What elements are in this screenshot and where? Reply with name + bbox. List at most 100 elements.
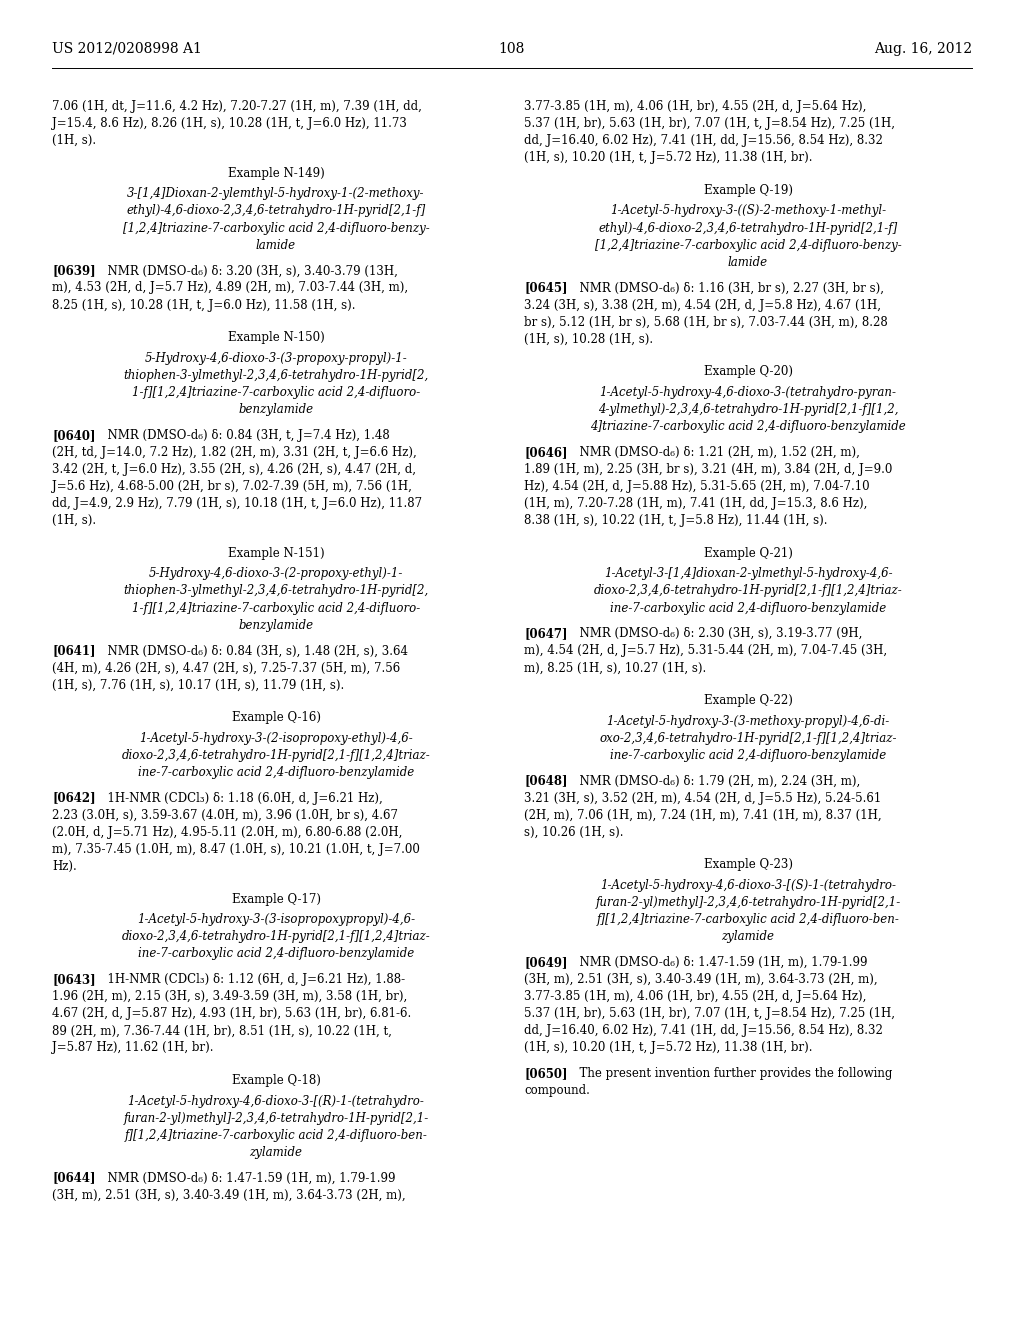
Text: [0644]: [0644] [52,1172,95,1184]
Text: 1-Acetyl-5-hydroxy-3-(3-methoxy-propyl)-4,6-di-: 1-Acetyl-5-hydroxy-3-(3-methoxy-propyl)-… [606,714,890,727]
Text: dd, J=16.40, 6.02 Hz), 7.41 (1H, dd, J=15.56, 8.54 Hz), 8.32: dd, J=16.40, 6.02 Hz), 7.41 (1H, dd, J=1… [524,135,883,148]
Text: m), 4.53 (2H, d, J=5.7 Hz), 4.89 (2H, m), 7.03-7.44 (3H, m),: m), 4.53 (2H, d, J=5.7 Hz), 4.89 (2H, m)… [52,281,409,294]
Text: 1-f][1,2,4]triazine-7-carboxylic acid 2,4-difluoro-: 1-f][1,2,4]triazine-7-carboxylic acid 2,… [132,602,420,615]
Text: dioxo-2,3,4,6-tetrahydro-1H-pyrid[2,1-f][1,2,4]triaz-: dioxo-2,3,4,6-tetrahydro-1H-pyrid[2,1-f]… [594,585,902,598]
Text: 8.25 (1H, s), 10.28 (1H, t, J=6.0 Hz), 11.58 (1H, s).: 8.25 (1H, s), 10.28 (1H, t, J=6.0 Hz), 1… [52,298,355,312]
Text: NMR (DMSO-d₆) δ: 1.21 (2H, m), 1.52 (2H, m),: NMR (DMSO-d₆) δ: 1.21 (2H, m), 1.52 (2H,… [572,446,860,459]
Text: (2H, td, J=14.0, 7.2 Hz), 1.82 (2H, m), 3.31 (2H, t, J=6.6 Hz),: (2H, td, J=14.0, 7.2 Hz), 1.82 (2H, m), … [52,446,417,459]
Text: ine-7-carboxylic acid 2,4-difluoro-benzylamide: ine-7-carboxylic acid 2,4-difluoro-benzy… [138,766,414,779]
Text: NMR (DMSO-d₆) δ: 2.30 (3H, s), 3.19-3.77 (9H,: NMR (DMSO-d₆) δ: 2.30 (3H, s), 3.19-3.77… [572,627,863,640]
Text: Hz), 4.54 (2H, d, J=5.88 Hz), 5.31-5.65 (2H, m), 7.04-7.10: Hz), 4.54 (2H, d, J=5.88 Hz), 5.31-5.65 … [524,480,869,494]
Text: 1H-NMR (CDCl₃) δ: 1.18 (6.0H, d, J=6.21 Hz),: 1H-NMR (CDCl₃) δ: 1.18 (6.0H, d, J=6.21 … [100,792,383,805]
Text: (1H, s), 7.76 (1H, s), 10.17 (1H, s), 11.79 (1H, s).: (1H, s), 7.76 (1H, s), 10.17 (1H, s), 11… [52,678,344,692]
Text: lamide: lamide [256,239,296,252]
Text: [1,2,4]triazine-7-carboxylic acid 2,4-difluoro-benzy-: [1,2,4]triazine-7-carboxylic acid 2,4-di… [595,239,901,252]
Text: 3-[1,4]Dioxan-2-ylemthyl-5-hydroxy-1-(2-methoxy-: 3-[1,4]Dioxan-2-ylemthyl-5-hydroxy-1-(2-… [127,187,425,201]
Text: NMR (DMSO-d₆) δ: 1.79 (2H, m), 2.24 (3H, m),: NMR (DMSO-d₆) δ: 1.79 (2H, m), 2.24 (3H,… [572,775,860,788]
Text: [0647]: [0647] [524,627,567,640]
Text: NMR (DMSO-d₆) δ: 0.84 (3H, s), 1.48 (2H, s), 3.64: NMR (DMSO-d₆) δ: 0.84 (3H, s), 1.48 (2H,… [100,644,409,657]
Text: ethyl)-4,6-dioxo-2,3,4,6-tetrahydro-1H-pyrid[2,1-f]: ethyl)-4,6-dioxo-2,3,4,6-tetrahydro-1H-p… [126,205,426,218]
Text: J=5.87 Hz), 11.62 (1H, br).: J=5.87 Hz), 11.62 (1H, br). [52,1041,213,1055]
Text: [0640]: [0640] [52,429,95,442]
Text: dd, J=16.40, 6.02 Hz), 7.41 (1H, dd, J=15.56, 8.54 Hz), 8.32: dd, J=16.40, 6.02 Hz), 7.41 (1H, dd, J=1… [524,1024,883,1038]
Text: 3.77-3.85 (1H, m), 4.06 (1H, br), 4.55 (2H, d, J=5.64 Hz),: 3.77-3.85 (1H, m), 4.06 (1H, br), 4.55 (… [524,990,866,1003]
Text: 1H-NMR (CDCl₃) δ: 1.12 (6H, d, J=6.21 Hz), 1.88-: 1H-NMR (CDCl₃) δ: 1.12 (6H, d, J=6.21 Hz… [100,973,406,986]
Text: [0641]: [0641] [52,644,95,657]
Text: US 2012/0208998 A1: US 2012/0208998 A1 [52,42,202,55]
Text: ine-7-carboxylic acid 2,4-difluoro-benzylamide: ine-7-carboxylic acid 2,4-difluoro-benzy… [610,748,886,762]
Text: furan-2-yl)methyl]-2,3,4,6-tetrahydro-1H-pyrid[2,1-: furan-2-yl)methyl]-2,3,4,6-tetrahydro-1H… [595,896,901,909]
Text: zylamide: zylamide [722,931,774,944]
Text: dd, J=4.9, 2.9 Hz), 7.79 (1H, s), 10.18 (1H, t, J=6.0 Hz), 11.87: dd, J=4.9, 2.9 Hz), 7.79 (1H, s), 10.18 … [52,498,422,510]
Text: NMR (DMSO-d₆) δ: 1.47-1.59 (1H, m), 1.79-1.99: NMR (DMSO-d₆) δ: 1.47-1.59 (1H, m), 1.79… [100,1172,396,1184]
Text: 1-Acetyl-3-[1,4]dioxan-2-ylmethyl-5-hydroxy-4,6-: 1-Acetyl-3-[1,4]dioxan-2-ylmethyl-5-hydr… [604,568,892,581]
Text: dioxo-2,3,4,6-tetrahydro-1H-pyrid[2,1-f][1,2,4]triaz-: dioxo-2,3,4,6-tetrahydro-1H-pyrid[2,1-f]… [122,931,430,944]
Text: (2H, m), 7.06 (1H, m), 7.24 (1H, m), 7.41 (1H, m), 8.37 (1H,: (2H, m), 7.06 (1H, m), 7.24 (1H, m), 7.4… [524,809,882,821]
Text: 4-ylmethyl)-2,3,4,6-tetrahydro-1H-pyrid[2,1-f][1,2,: 4-ylmethyl)-2,3,4,6-tetrahydro-1H-pyrid[… [598,403,898,416]
Text: oxo-2,3,4,6-tetrahydro-1H-pyrid[2,1-f][1,2,4]triaz-: oxo-2,3,4,6-tetrahydro-1H-pyrid[2,1-f][1… [599,731,897,744]
Text: (3H, m), 2.51 (3H, s), 3.40-3.49 (1H, m), 3.64-3.73 (2H, m),: (3H, m), 2.51 (3H, s), 3.40-3.49 (1H, m)… [524,973,878,986]
Text: ine-7-carboxylic acid 2,4-difluoro-benzylamide: ine-7-carboxylic acid 2,4-difluoro-benzy… [610,602,886,615]
Text: 3.24 (3H, s), 3.38 (2H, m), 4.54 (2H, d, J=5.8 Hz), 4.67 (1H,: 3.24 (3H, s), 3.38 (2H, m), 4.54 (2H, d,… [524,298,881,312]
Text: m), 4.54 (2H, d, J=5.7 Hz), 5.31-5.44 (2H, m), 7.04-7.45 (3H,: m), 4.54 (2H, d, J=5.7 Hz), 5.31-5.44 (2… [524,644,887,657]
Text: s), 10.26 (1H, s).: s), 10.26 (1H, s). [524,826,624,838]
Text: 5.37 (1H, br), 5.63 (1H, br), 7.07 (1H, t, J=8.54 Hz), 7.25 (1H,: 5.37 (1H, br), 5.63 (1H, br), 7.07 (1H, … [524,117,895,131]
Text: benzylamide: benzylamide [239,619,313,632]
Text: thiophen-3-ylmethyl-2,3,4,6-tetrahydro-1H-pyrid[2,: thiophen-3-ylmethyl-2,3,4,6-tetrahydro-1… [123,368,429,381]
Text: NMR (DMSO-d₆) δ: 3.20 (3H, s), 3.40-3.79 (13H,: NMR (DMSO-d₆) δ: 3.20 (3H, s), 3.40-3.79… [100,264,398,277]
Text: 1.89 (1H, m), 2.25 (3H, br s), 3.21 (4H, m), 3.84 (2H, d, J=9.0: 1.89 (1H, m), 2.25 (3H, br s), 3.21 (4H,… [524,463,892,477]
Text: [1,2,4]triazine-7-carboxylic acid 2,4-difluoro-benzy-: [1,2,4]triazine-7-carboxylic acid 2,4-di… [123,222,429,235]
Text: (2.0H, d, J=5.71 Hz), 4.95-5.11 (2.0H, m), 6.80-6.88 (2.0H,: (2.0H, d, J=5.71 Hz), 4.95-5.11 (2.0H, m… [52,826,402,838]
Text: (1H, s).: (1H, s). [52,135,96,148]
Text: [0639]: [0639] [52,264,95,277]
Text: (1H, m), 7.20-7.28 (1H, m), 7.41 (1H, dd, J=15.3, 8.6 Hz),: (1H, m), 7.20-7.28 (1H, m), 7.41 (1H, dd… [524,498,867,510]
Text: (1H, s), 10.28 (1H, s).: (1H, s), 10.28 (1H, s). [524,333,653,346]
Text: The present invention further provides the following: The present invention further provides t… [572,1067,893,1080]
Text: Aug. 16, 2012: Aug. 16, 2012 [873,42,972,55]
Text: [0648]: [0648] [524,775,567,788]
Text: 1-Acetyl-5-hydroxy-3-(3-isopropoxypropyl)-4,6-: 1-Acetyl-5-hydroxy-3-(3-isopropoxypropyl… [137,913,415,927]
Text: f][1,2,4]triazine-7-carboxylic acid 2,4-difluoro-ben-: f][1,2,4]triazine-7-carboxylic acid 2,4-… [597,913,899,927]
Text: J=5.6 Hz), 4.68-5.00 (2H, br s), 7.02-7.39 (5H, m), 7.56 (1H,: J=5.6 Hz), 4.68-5.00 (2H, br s), 7.02-7.… [52,480,412,494]
Text: Example Q-20): Example Q-20) [703,366,793,379]
Text: Example Q-23): Example Q-23) [703,858,793,871]
Text: 5-Hydroxy-4,6-dioxo-3-(2-propoxy-ethyl)-1-: 5-Hydroxy-4,6-dioxo-3-(2-propoxy-ethyl)-… [148,568,403,581]
Text: 8.38 (1H, s), 10.22 (1H, t, J=5.8 Hz), 11.44 (1H, s).: 8.38 (1H, s), 10.22 (1H, t, J=5.8 Hz), 1… [524,515,827,527]
Text: 1-Acetyl-5-hydroxy-4,6-dioxo-3-[(S)-1-(tetrahydro-: 1-Acetyl-5-hydroxy-4,6-dioxo-3-[(S)-1-(t… [600,879,896,892]
Text: 3.77-3.85 (1H, m), 4.06 (1H, br), 4.55 (2H, d, J=5.64 Hz),: 3.77-3.85 (1H, m), 4.06 (1H, br), 4.55 (… [524,100,866,114]
Text: 1-Acetyl-5-hydroxy-4,6-dioxo-3-[(R)-1-(tetrahydro-: 1-Acetyl-5-hydroxy-4,6-dioxo-3-[(R)-1-(t… [128,1094,424,1107]
Text: NMR (DMSO-d₆) δ: 0.84 (3H, t, J=7.4 Hz), 1.48: NMR (DMSO-d₆) δ: 0.84 (3H, t, J=7.4 Hz),… [100,429,390,442]
Text: [0645]: [0645] [524,281,567,294]
Text: 108: 108 [499,42,525,55]
Text: Example N-149): Example N-149) [227,166,325,180]
Text: (1H, s), 10.20 (1H, t, J=5.72 Hz), 11.38 (1H, br).: (1H, s), 10.20 (1H, t, J=5.72 Hz), 11.38… [524,152,812,165]
Text: 1-Acetyl-5-hydroxy-3-(2-isopropoxy-ethyl)-4,6-: 1-Acetyl-5-hydroxy-3-(2-isopropoxy-ethyl… [139,731,413,744]
Text: Example Q-22): Example Q-22) [703,694,793,708]
Text: zylamide: zylamide [250,1146,302,1159]
Text: benzylamide: benzylamide [239,403,313,416]
Text: [0650]: [0650] [524,1067,567,1080]
Text: lamide: lamide [728,256,768,269]
Text: J=15.4, 8.6 Hz), 8.26 (1H, s), 10.28 (1H, t, J=6.0 Hz), 11.73: J=15.4, 8.6 Hz), 8.26 (1H, s), 10.28 (1H… [52,117,407,131]
Text: 1-Acetyl-5-hydroxy-4,6-dioxo-3-(tetrahydro-pyran-: 1-Acetyl-5-hydroxy-4,6-dioxo-3-(tetrahyd… [599,385,896,399]
Text: 4]triazine-7-carboxylic acid 2,4-difluoro-benzylamide: 4]triazine-7-carboxylic acid 2,4-difluor… [590,420,906,433]
Text: NMR (DMSO-d₆) δ: 1.16 (3H, br s), 2.27 (3H, br s),: NMR (DMSO-d₆) δ: 1.16 (3H, br s), 2.27 (… [572,281,885,294]
Text: [0649]: [0649] [524,956,567,969]
Text: [0642]: [0642] [52,792,95,805]
Text: furan-2-yl)methyl]-2,3,4,6-tetrahydro-1H-pyrid[2,1-: furan-2-yl)methyl]-2,3,4,6-tetrahydro-1H… [123,1111,429,1125]
Text: dioxo-2,3,4,6-tetrahydro-1H-pyrid[2,1-f][1,2,4]triaz-: dioxo-2,3,4,6-tetrahydro-1H-pyrid[2,1-f]… [122,748,430,762]
Text: Example Q-19): Example Q-19) [703,183,793,197]
Text: 1-f][1,2,4]triazine-7-carboxylic acid 2,4-difluoro-: 1-f][1,2,4]triazine-7-carboxylic acid 2,… [132,385,420,399]
Text: compound.: compound. [524,1084,590,1097]
Text: 4.67 (2H, d, J=5.87 Hz), 4.93 (1H, br), 5.63 (1H, br), 6.81-6.: 4.67 (2H, d, J=5.87 Hz), 4.93 (1H, br), … [52,1007,412,1020]
Text: Example N-150): Example N-150) [227,331,325,345]
Text: 3.21 (3H, s), 3.52 (2H, m), 4.54 (2H, d, J=5.5 Hz), 5.24-5.61: 3.21 (3H, s), 3.52 (2H, m), 4.54 (2H, d,… [524,792,882,805]
Text: 1.96 (2H, m), 2.15 (3H, s), 3.49-3.59 (3H, m), 3.58 (1H, br),: 1.96 (2H, m), 2.15 (3H, s), 3.49-3.59 (3… [52,990,408,1003]
Text: 7.06 (1H, dt, J=11.6, 4.2 Hz), 7.20-7.27 (1H, m), 7.39 (1H, dd,: 7.06 (1H, dt, J=11.6, 4.2 Hz), 7.20-7.27… [52,100,422,114]
Text: 5.37 (1H, br), 5.63 (1H, br), 7.07 (1H, t, J=8.54 Hz), 7.25 (1H,: 5.37 (1H, br), 5.63 (1H, br), 7.07 (1H, … [524,1007,895,1020]
Text: Example Q-16): Example Q-16) [231,711,321,725]
Text: 1-Acetyl-5-hydroxy-3-((S)-2-methoxy-1-methyl-: 1-Acetyl-5-hydroxy-3-((S)-2-methoxy-1-me… [610,205,886,218]
Text: m), 7.35-7.45 (1.0H, m), 8.47 (1.0H, s), 10.21 (1.0H, t, J=7.00: m), 7.35-7.45 (1.0H, m), 8.47 (1.0H, s),… [52,843,420,855]
Text: Example N-151): Example N-151) [227,546,325,560]
Text: m), 8.25 (1H, s), 10.27 (1H, s).: m), 8.25 (1H, s), 10.27 (1H, s). [524,661,707,675]
